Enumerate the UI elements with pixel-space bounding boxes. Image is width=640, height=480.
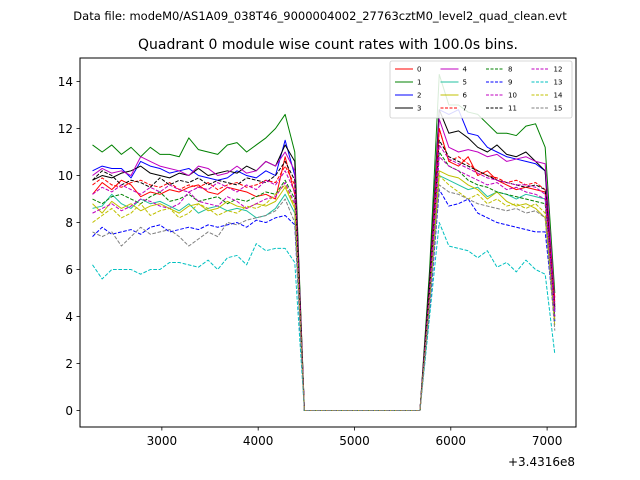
series-layer [92,73,556,412]
legend-label-1: 1 [417,79,421,87]
x-offset-label: +3.4316e8 [508,455,575,469]
legend-label-2: 2 [417,92,421,100]
x-axis: 3000 4000 5000 6000 7000 [147,427,563,448]
legend-label-9: 9 [508,79,512,87]
legend-label-3: 3 [417,105,421,113]
legend-label-6: 6 [463,92,468,100]
x-tick-label: 7000 [532,434,563,448]
legend-label-14: 14 [554,92,563,100]
x-tick-label: 3000 [147,434,178,448]
chart-title: Quadrant 0 module wise count rates with … [138,37,518,53]
series-line-8 [92,151,556,412]
x-tick-label: 6000 [436,434,467,448]
y-tick-label: 14 [58,75,73,89]
legend-label-13: 13 [554,79,563,87]
axes-frame [79,57,577,428]
y-tick-label: 10 [58,169,73,183]
y-tick-label: 4 [65,310,73,324]
legend-label-0: 0 [417,66,421,74]
legend-label-15: 15 [554,105,563,113]
legend-label-12: 12 [554,66,563,74]
x-tick-label: 4000 [243,434,274,448]
y-tick-label: 8 [65,216,73,230]
figure-suptitle: Data file: modeM0/AS1A09_038T46_90000040… [73,9,567,23]
legend-label-4: 4 [463,66,468,74]
y-tick-label: 2 [65,357,73,371]
legend-label-7: 7 [463,105,467,113]
legend-label-5: 5 [463,79,467,87]
legend-label-10: 10 [508,92,517,100]
legend-label-8: 8 [508,66,512,74]
y-axis: 0 2 4 6 8 10 12 14 [58,75,80,418]
y-tick-label: 12 [58,122,73,136]
legend-label-11: 11 [508,105,517,113]
y-tick-label: 6 [65,263,73,277]
legend-box [389,60,573,119]
series-line-15 [92,184,556,412]
x-tick-label: 5000 [339,434,370,448]
y-tick-label: 0 [65,404,73,418]
